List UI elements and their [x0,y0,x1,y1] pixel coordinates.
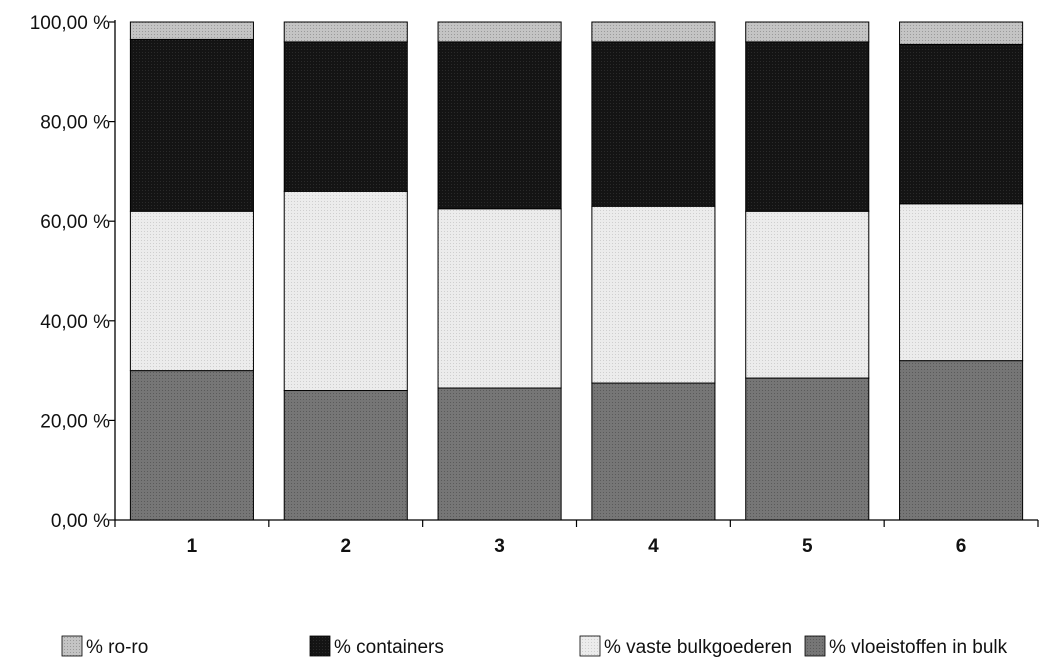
bar-segment [283,21,408,43]
legend-label: % containers [334,637,444,658]
bar-segment [591,382,716,521]
legend-swatch [61,635,83,657]
bars [129,21,1024,521]
bar-segment [899,203,1024,362]
legend-swatch [309,635,331,657]
bar-segment [591,21,716,43]
legend-label: % vaste bulkgoederen [604,637,792,658]
legend: % ro-ro % containers % vaste bulkgoederen%… [61,635,1008,658]
x-tick-label: 2 [340,536,351,557]
y-tick-label: 60,00 % [40,212,110,233]
tick-labels: 0,00 % 20,00 % 40,00 % 60,00 % 80,00 % 100,00… [30,13,967,557]
x-tick-label: 1 [187,536,198,557]
bar-segment [283,390,408,521]
bar-segment [129,21,254,40]
y-tick-label: 100,00 % [30,13,110,34]
bar-segment [745,21,870,43]
bar-segment [591,205,716,384]
bar-segment [899,360,1024,521]
bar-segment [745,377,870,521]
legend-label: % ro-ro [86,637,148,658]
axes [109,20,1039,527]
bar-segment [745,41,870,212]
y-tick-label: 0,00 % [51,511,110,532]
legend-swatch [579,635,601,657]
x-tick-label: 6 [956,536,967,557]
legend-swatch [804,635,826,657]
bar-segment [437,41,562,210]
bar-segment [129,38,254,212]
y-tick-label: 20,00 % [40,411,110,432]
x-tick-label: 3 [494,536,505,557]
y-tick-label: 40,00 % [40,312,110,333]
bar-segment [437,208,562,389]
bar-segment [899,21,1024,45]
x-tick-label: 4 [648,536,659,557]
bar-segment [129,370,254,521]
y-tick-label: 80,00 % [40,113,110,134]
bar-segment [283,190,408,392]
bar-segment [437,387,562,521]
bar-segment [437,21,562,43]
bar-segment [899,43,1024,205]
x-tick-label: 5 [802,536,813,557]
bar-segment [283,41,408,192]
bar-segment [591,41,716,207]
legend-label: % vloeistoffen in bulk [829,637,1008,658]
bar-segment [745,210,870,379]
bar-segment [129,210,254,372]
